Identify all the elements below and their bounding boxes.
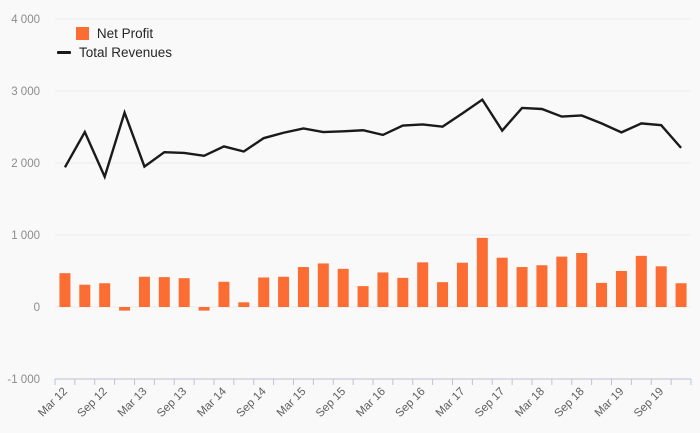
x-axis-label: Sep 14 — [235, 385, 270, 420]
net-profit-bar[interactable] — [138, 276, 150, 307]
x-axis-label: Mar 13 — [116, 386, 150, 420]
net-profit-bar[interactable] — [238, 302, 250, 307]
x-axis-label: Sep 15 — [314, 386, 348, 420]
net-profit-bar[interactable] — [278, 276, 290, 307]
net-profit-bar[interactable] — [655, 266, 667, 307]
net-profit-bar[interactable] — [536, 265, 548, 307]
net-profit-bar[interactable] — [596, 282, 608, 307]
y-axis-label: 3 000 — [11, 86, 40, 98]
net-profit-bar[interactable] — [417, 262, 429, 307]
total-revenues-line[interactable] — [63, 97, 682, 181]
y-axis-label: 0 — [34, 302, 40, 314]
x-axis-label: Sep 13 — [155, 386, 189, 420]
x-axis-label: Mar 19 — [593, 386, 627, 420]
net-profit-bar[interactable] — [496, 257, 508, 307]
x-axis-label: Mar 12 — [36, 386, 70, 420]
net-profit-bar[interactable] — [337, 268, 349, 307]
net-profit-bar[interactable] — [119, 307, 131, 311]
net-profit-bar[interactable] — [476, 237, 488, 307]
net-profit-bar[interactable] — [258, 277, 270, 307]
y-axis-label: 2 000 — [11, 158, 40, 170]
net-profit-bar[interactable] — [198, 307, 210, 311]
x-axis-label: Sep 19 — [632, 386, 666, 420]
total-revenues-line-icon — [57, 51, 71, 54]
x-axis-label: Sep 17 — [473, 386, 507, 420]
net-profit-bar[interactable] — [218, 281, 230, 307]
net-profit-bar[interactable] — [437, 282, 449, 307]
y-axis-label: -1 000 — [7, 374, 40, 386]
net-profit-bar[interactable] — [178, 278, 190, 307]
net-profit-bar[interactable] — [397, 277, 409, 307]
x-axis-label: Sep 18 — [553, 386, 587, 420]
net-profit-bar[interactable] — [576, 253, 588, 307]
net-profit-swatch-icon — [75, 27, 89, 40]
net-profit-bar[interactable] — [317, 263, 329, 307]
legend-item-net-profit[interactable]: Net Profit — [75, 26, 154, 41]
x-axis-label: Mar 15 — [275, 386, 309, 420]
x-axis-label: Mar 17 — [434, 386, 468, 420]
y-axis-label: 1 000 — [11, 230, 40, 242]
net-profit-bar[interactable] — [456, 262, 468, 307]
net-profit-bar[interactable] — [357, 286, 369, 307]
net-profit-bar[interactable] — [79, 284, 91, 307]
net-profit-bar[interactable] — [377, 272, 389, 307]
net-profit-bar[interactable] — [675, 283, 687, 307]
net-profit-bar[interactable] — [556, 256, 568, 307]
y-axis-label: 4 000 — [11, 14, 40, 26]
net-profit-bar[interactable] — [635, 255, 647, 307]
x-axis-label: Mar 16 — [354, 386, 388, 420]
legend-label-total-revenues: Total Revenues — [79, 45, 173, 60]
x-axis-label: Sep 12 — [76, 386, 110, 420]
net-profit-bar[interactable] — [99, 283, 111, 307]
net-profit-bar[interactable] — [615, 271, 627, 307]
x-axis-label: Mar 18 — [513, 386, 547, 420]
net-profit-bar[interactable] — [158, 277, 170, 307]
x-axis-label: Mar 14 — [195, 385, 229, 419]
net-profit-bar[interactable] — [59, 273, 71, 307]
x-axis-label: Sep 16 — [394, 386, 428, 420]
legend-label-net-profit: Net Profit — [96, 26, 154, 41]
net-profit-bar[interactable] — [297, 267, 309, 307]
legend: Net Profit Total Revenues — [57, 26, 172, 60]
net-profit-bar[interactable] — [516, 267, 528, 307]
legend-item-total-revenues[interactable]: Total Revenues — [57, 45, 172, 60]
